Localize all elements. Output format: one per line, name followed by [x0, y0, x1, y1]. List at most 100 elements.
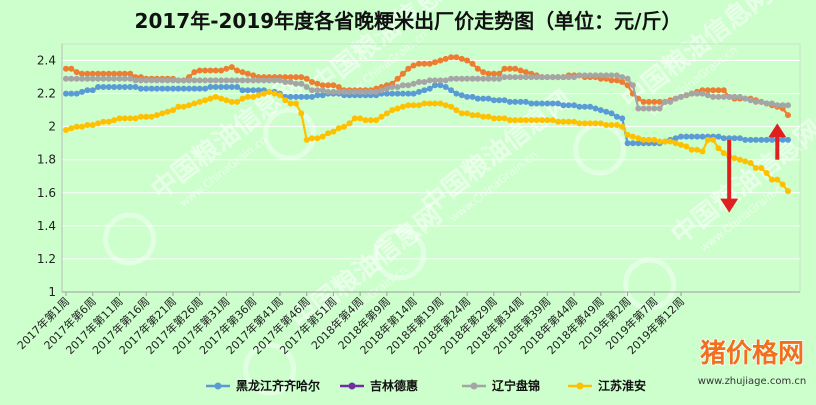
data-point	[453, 75, 460, 82]
data-point	[576, 72, 583, 79]
data-point	[442, 55, 449, 62]
data-point	[293, 80, 299, 87]
data-point	[512, 74, 519, 81]
data-point	[517, 98, 524, 105]
data-point	[597, 72, 604, 79]
data-point	[63, 90, 69, 97]
data-point	[448, 87, 455, 94]
data-point	[769, 136, 775, 143]
data-point	[458, 75, 465, 82]
y-tick-label: 1.8	[37, 153, 56, 167]
data-point	[159, 110, 166, 117]
data-point	[522, 98, 529, 105]
y-tick-label: 1.6	[37, 186, 56, 200]
data-point	[656, 138, 663, 145]
data-point	[480, 75, 487, 82]
data-point	[416, 88, 422, 95]
data-point	[405, 82, 412, 89]
data-point	[105, 118, 112, 125]
data-point	[448, 54, 455, 61]
data-point	[565, 74, 572, 81]
data-point	[234, 98, 241, 105]
data-point	[710, 136, 717, 143]
data-point	[137, 85, 144, 92]
data-point	[175, 103, 182, 110]
data-point	[325, 130, 332, 137]
data-point	[747, 136, 754, 143]
data-point	[63, 75, 69, 82]
data-point	[442, 84, 449, 90]
data-point	[95, 84, 102, 90]
data-point	[68, 90, 75, 97]
data-point	[202, 85, 209, 92]
data-point	[619, 74, 626, 81]
data-point	[496, 97, 503, 104]
data-point	[539, 117, 545, 124]
data-point	[416, 60, 422, 67]
data-point	[522, 69, 529, 76]
data-point	[191, 77, 198, 84]
data-point	[571, 74, 578, 81]
data-point	[383, 85, 390, 92]
data-point	[704, 92, 711, 99]
data-point	[769, 176, 775, 183]
data-point	[464, 93, 471, 100]
data-point	[651, 105, 658, 112]
data-point	[667, 98, 674, 105]
data-point	[250, 72, 257, 79]
data-point	[282, 74, 289, 81]
data-point	[399, 90, 406, 97]
data-point	[688, 133, 695, 140]
data-point	[752, 165, 759, 171]
data-point	[426, 100, 433, 107]
data-point	[341, 123, 348, 130]
data-point	[490, 97, 497, 104]
data-point	[565, 102, 572, 109]
data-point	[399, 70, 406, 77]
data-point	[720, 135, 727, 142]
data-point	[410, 62, 417, 69]
data-point	[335, 88, 342, 95]
data-point	[266, 77, 273, 84]
data-point	[170, 107, 176, 114]
site-logo-url: www.zhujiage.com.cn	[698, 376, 806, 387]
data-point	[474, 112, 481, 119]
data-point	[624, 82, 631, 89]
y-tick-label: 2.4	[37, 54, 56, 68]
data-point	[555, 100, 561, 107]
data-point	[779, 181, 786, 188]
data-point	[763, 100, 770, 107]
data-point	[421, 87, 428, 94]
data-point	[726, 93, 733, 100]
data-point	[132, 77, 139, 84]
data-point	[159, 77, 166, 84]
data-point	[453, 90, 460, 97]
data-point	[196, 98, 203, 105]
data-point	[715, 93, 722, 100]
data-point	[79, 70, 85, 77]
data-point	[506, 98, 513, 105]
data-point	[710, 93, 717, 100]
data-point	[362, 88, 369, 95]
data-point	[346, 88, 353, 95]
data-point	[469, 60, 476, 67]
data-point	[191, 100, 198, 107]
data-point	[79, 88, 85, 95]
data-point	[496, 70, 503, 77]
data-point	[143, 113, 150, 120]
data-point	[164, 77, 171, 84]
data-point	[111, 117, 118, 124]
data-point	[121, 84, 128, 90]
data-point	[330, 128, 337, 135]
data-point	[234, 67, 241, 74]
x-axis: 2017年第1周2017年第6周2017年第11周2017年第16周2017年第…	[14, 291, 800, 357]
data-point	[587, 120, 594, 127]
data-point	[367, 117, 374, 124]
data-point	[100, 75, 107, 82]
arrow-down-icon	[720, 139, 739, 213]
data-point	[694, 90, 701, 97]
y-tick-label: 2.2	[37, 87, 56, 101]
data-point	[148, 77, 155, 84]
data-point	[758, 98, 765, 105]
